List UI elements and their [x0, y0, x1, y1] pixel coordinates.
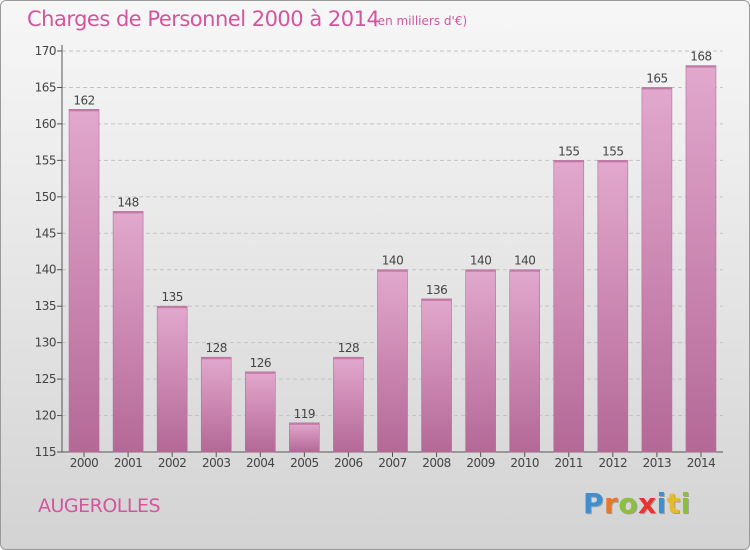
bar-top-edge — [509, 269, 540, 272]
x-tick-label: 2011 — [554, 456, 583, 470]
y-tick-label: 165 — [35, 80, 56, 94]
bar — [509, 269, 541, 453]
bar-value-label: 168 — [690, 50, 711, 64]
labels: 115 120 125 130 135 140 145 150 155 160 165 170 162 2… — [35, 44, 716, 470]
bar — [112, 211, 144, 453]
bar-top-edge — [201, 357, 232, 360]
logo-letter: o — [618, 487, 639, 520]
bars — [68, 65, 717, 453]
logo-letter: P — [583, 487, 605, 520]
bar — [245, 371, 276, 453]
logo-letter: r — [604, 487, 619, 520]
bar-chart: 115 120 125 130 135 140 145 150 155 160 165 170 162 2… — [35, 44, 723, 470]
bar-value-label: 162 — [73, 93, 94, 107]
x-tick-label: 2000 — [70, 456, 99, 470]
bar — [68, 109, 100, 453]
x-tick-label: 2014 — [687, 456, 716, 470]
bar — [289, 422, 320, 453]
y-tick-label: 130 — [35, 336, 56, 350]
bar — [377, 269, 408, 453]
bar-top-edge — [289, 422, 320, 425]
y-tick-label: 135 — [35, 299, 56, 313]
bar-top-edge — [685, 65, 716, 68]
x-tick-label: 2009 — [466, 456, 495, 470]
chart-subtitle: (en milliers d'€) — [373, 14, 468, 28]
x-tick-label: 2013 — [643, 456, 672, 470]
y-tick-label: 125 — [35, 372, 56, 386]
bar-value-label: 128 — [338, 341, 359, 355]
bar-value-label: 140 — [470, 254, 491, 268]
proxiti-logo: Proxiti — [583, 487, 691, 520]
y-tick-label: 170 — [35, 44, 56, 58]
bar-value-label: 140 — [382, 254, 403, 268]
bar-value-label: 140 — [514, 254, 535, 268]
bar — [333, 356, 364, 453]
bar-top-edge — [465, 269, 496, 272]
bar-value-label: 119 — [294, 407, 315, 421]
bar-value-label: 136 — [426, 283, 447, 297]
logo-letter: i — [680, 487, 691, 520]
logo-letter: i — [656, 487, 667, 520]
y-tick-label: 160 — [35, 117, 56, 131]
chart-title: Charges de Personnel 2000 à 2014 — [27, 7, 380, 31]
bar-top-edge — [421, 298, 452, 301]
y-tick-label: 145 — [35, 226, 56, 240]
bar-top-edge — [157, 306, 188, 309]
bar-value-label: 126 — [250, 356, 271, 370]
logo-letter: x — [638, 487, 657, 520]
bar-value-label: 155 — [602, 144, 623, 158]
x-tick-label: 2006 — [334, 456, 363, 470]
x-tick-label: 2002 — [158, 456, 187, 470]
commune-name: AUGEROLLES — [38, 495, 161, 517]
bar-value-label: 135 — [161, 290, 182, 304]
bar-top-edge — [69, 109, 100, 112]
x-tick-label: 2007 — [378, 456, 407, 470]
bar-top-edge — [553, 160, 584, 163]
bar — [553, 160, 585, 453]
bar-value-label: 148 — [117, 195, 138, 209]
x-tick-label: 2004 — [246, 456, 275, 470]
bar — [465, 269, 496, 453]
bar-value-label: 155 — [558, 144, 579, 158]
x-tick-label: 2001 — [114, 456, 143, 470]
bar — [156, 305, 188, 453]
y-tick-label: 120 — [35, 409, 56, 423]
bar-top-edge — [641, 87, 672, 90]
y-tick-label: 150 — [35, 190, 56, 204]
bar — [685, 65, 717, 453]
bar-top-edge — [597, 160, 628, 163]
bar — [421, 298, 452, 453]
x-tick-label: 2010 — [510, 456, 539, 470]
bar-top-edge — [333, 357, 364, 360]
bar — [597, 160, 629, 453]
bar-top-edge — [245, 371, 276, 374]
y-tick-label: 115 — [35, 445, 56, 459]
y-tick-label: 140 — [35, 263, 56, 277]
x-tick-label: 2012 — [599, 456, 628, 470]
bar-value-label: 165 — [646, 71, 667, 85]
bar-value-label: 128 — [206, 341, 227, 355]
x-tick-label: 2003 — [202, 456, 231, 470]
y-tick-label: 155 — [35, 153, 56, 167]
bar-top-edge — [377, 269, 408, 272]
x-tick-label: 2008 — [422, 456, 451, 470]
logo-letter: t — [666, 487, 681, 520]
x-tick-label: 2005 — [290, 456, 319, 470]
bar — [200, 356, 232, 453]
bar-top-edge — [113, 211, 144, 214]
bar — [641, 87, 673, 453]
